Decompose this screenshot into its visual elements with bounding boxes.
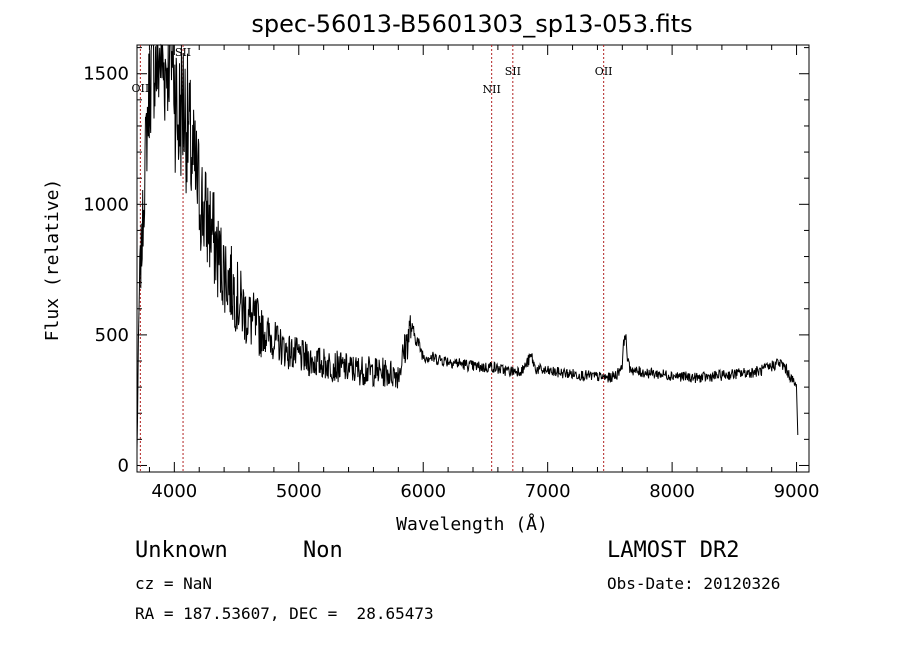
x-axis-label: Wavelength (Å) [396,513,548,535]
y-tick-label: 1000 [83,194,129,215]
x-tick-label: 9000 [774,481,820,502]
obs-date-label: Obs-Date: 20120326 [607,574,781,593]
x-tick-label: 4000 [151,481,197,502]
x-tick-label: 7000 [525,481,571,502]
y-tick-label: 1500 [83,64,129,85]
class-label: Unknown [135,538,228,563]
x-tick-label: 6000 [400,481,446,502]
redshift-label: cz = NaN [135,574,213,593]
y-axis-label: Flux (relative) [42,179,63,342]
coordinates-label: RA = 187.53607, DEC = 28.65473 [135,604,434,623]
chart-title: spec-56013-B5601303_sp13-053.fits [251,10,692,38]
survey-label: LAMOST DR2 [607,538,740,563]
y-tick-label: 500 [95,325,129,346]
x-tick-label: 8000 [649,481,695,502]
spectrum-line [136,43,799,450]
x-tick-label: 5000 [276,481,322,502]
line-marker-label: NII [483,83,501,96]
subclass-label: Non [303,538,343,563]
line-marker-label: OII [595,65,613,78]
axis-ticks: 4000 5000 6000 7000 8000 9000 0 500 1000 1500 [83,45,819,502]
y-tick-label: 0 [118,455,129,476]
line-marker-label: OII [132,82,150,95]
line-marker-label: SII [505,65,521,78]
plot-frame [136,44,810,473]
